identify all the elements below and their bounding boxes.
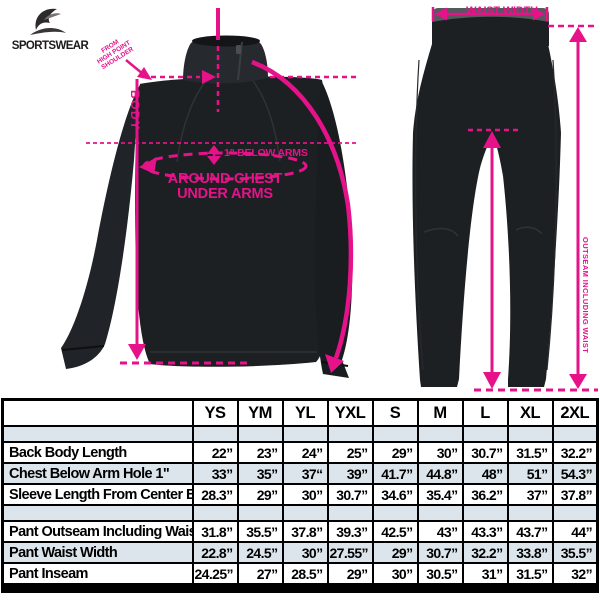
size-cell: 35.4” (416, 483, 464, 506)
size-cell: 31.8” (191, 520, 239, 543)
jacket-image (61, 35, 353, 378)
size-cell: 31.5” (506, 441, 554, 464)
size-cell: 22.8” (191, 541, 239, 564)
size-col-l: L (461, 398, 509, 427)
size-cell: 24” (281, 441, 329, 464)
size-cell: 32” (551, 562, 599, 589)
outseam-label: OUTSEAM INCLUDING WAIST (581, 237, 590, 354)
measurement-annotations (86, 7, 598, 392)
size-cell: 35.5” (236, 520, 284, 543)
size-cell: 32.2” (551, 441, 599, 464)
size-cell: 29” (371, 441, 419, 464)
corner-cell (1, 398, 194, 427)
size-cell: 43.3” (461, 520, 509, 543)
size-cell: 33” (191, 462, 239, 485)
size-cell: 30” (281, 541, 329, 564)
size-cell: 30” (371, 562, 419, 589)
size-cell: 29” (326, 562, 374, 589)
size-cell: 33.8” (506, 541, 554, 564)
body-length-label: BODY (128, 90, 142, 131)
size-cell: 42.5” (371, 520, 419, 543)
size-cell: 27” (236, 562, 284, 589)
size-cell: 27.55” (326, 541, 374, 564)
size-cell: 31.5” (506, 562, 554, 589)
below-arms-label: 1" BELOW ARMS (224, 147, 308, 159)
table-row-sleeve: Sleeve Length From Center Back 28.3” 29”… (1, 483, 599, 506)
size-cell: 30” (416, 441, 464, 464)
size-cell: 29” (236, 483, 284, 506)
size-col-ys: YS (191, 398, 239, 427)
size-cell: 39.3” (326, 520, 374, 543)
size-cell: 41.7” (371, 462, 419, 485)
around-chest-line2: UNDER ARMS (177, 186, 273, 203)
table-row-outseam: Pant Outseam Including Waist 31.8” 35.5”… (1, 520, 599, 543)
size-cell: 44.8” (416, 462, 464, 485)
size-cell: 29” (371, 541, 419, 564)
size-col-ym: YM (236, 398, 284, 427)
size-cell: 39” (326, 462, 374, 485)
size-cell: 24.5” (236, 541, 284, 564)
row-label: Pant Outseam Including Waist (1, 520, 194, 543)
size-col-xl: XL (506, 398, 554, 427)
size-cell: 30” (281, 483, 329, 506)
table-row-back-body-length: Back Body Length 22” 23” 24” 25” 29” 30”… (1, 441, 599, 464)
brand-wordmark: SPORTSWEAR (11, 39, 89, 53)
row-label: Chest Below Arm Hole 1" (1, 462, 194, 485)
size-header-row: YS YM YL YXL S M L XL 2XL (1, 398, 599, 427)
size-cell: 32.2” (461, 541, 509, 564)
around-chest-label: AROUND CHEST UNDER ARMS (146, 171, 304, 203)
size-cell: 24.25” (191, 562, 239, 589)
size-cell: 36.2” (461, 483, 509, 506)
size-col-yxl: YXL (326, 398, 374, 427)
size-cell: 30.7” (326, 483, 374, 506)
size-col-m: M (416, 398, 464, 427)
size-table: YS YM YL YXL S M L XL 2XL Back Body Leng… (1, 398, 599, 593)
size-cell: 48” (461, 462, 509, 485)
size-cell: 37” (506, 483, 554, 506)
size-cell: 37.8” (551, 483, 599, 506)
spacer-row (1, 504, 599, 522)
size-cell: 35.5” (551, 541, 599, 564)
size-cell: 51” (506, 462, 554, 485)
size-cell: 54.3” (551, 462, 599, 485)
spacer-row (1, 425, 599, 443)
table-row-waist: Pant Waist Width 22.8” 24.5” 30” 27.55” … (1, 541, 599, 564)
size-cell: 43” (416, 520, 464, 543)
waist-width-label: WAIST WIDTH (466, 5, 538, 17)
size-col-s: S (371, 398, 419, 427)
size-cell: 35” (236, 462, 284, 485)
size-col-2xl: 2XL (551, 398, 599, 427)
size-cell: 30.7” (416, 541, 464, 564)
size-cell: 44” (551, 520, 599, 543)
size-cell: 34.6” (371, 483, 419, 506)
size-cell: 30.5” (416, 562, 464, 589)
garment-illustrations (30, 8, 561, 387)
size-col-yl: YL (281, 398, 329, 427)
size-cell: 25” (326, 441, 374, 464)
row-label: Sleeve Length From Center Back (1, 483, 194, 506)
row-label: Back Body Length (1, 441, 194, 464)
brand-logo-icon (30, 8, 66, 35)
size-cell: 37“ (281, 462, 329, 485)
size-cell: 28.5” (281, 562, 329, 589)
row-label: Pant Waist Width (1, 541, 194, 564)
around-chest-line1: AROUND CHEST (167, 171, 283, 187)
size-cell: 28.3” (191, 483, 239, 506)
size-cell: 37.8” (281, 520, 329, 543)
table-row-chest: Chest Below Arm Hole 1" 33” 35” 37“ 39” … (1, 462, 599, 485)
table-row-inseam: Pant Inseam 24.25” 27” 28.5” 29” 30” 30.… (1, 562, 599, 589)
row-label: Pant Inseam (1, 562, 194, 589)
size-cell: 43.7” (506, 520, 554, 543)
size-cell: 23” (236, 441, 284, 464)
pants-image (412, 8, 561, 387)
size-cell: 22” (191, 441, 239, 464)
size-cell: 31” (461, 562, 509, 589)
size-cell: 30.7” (461, 441, 509, 464)
